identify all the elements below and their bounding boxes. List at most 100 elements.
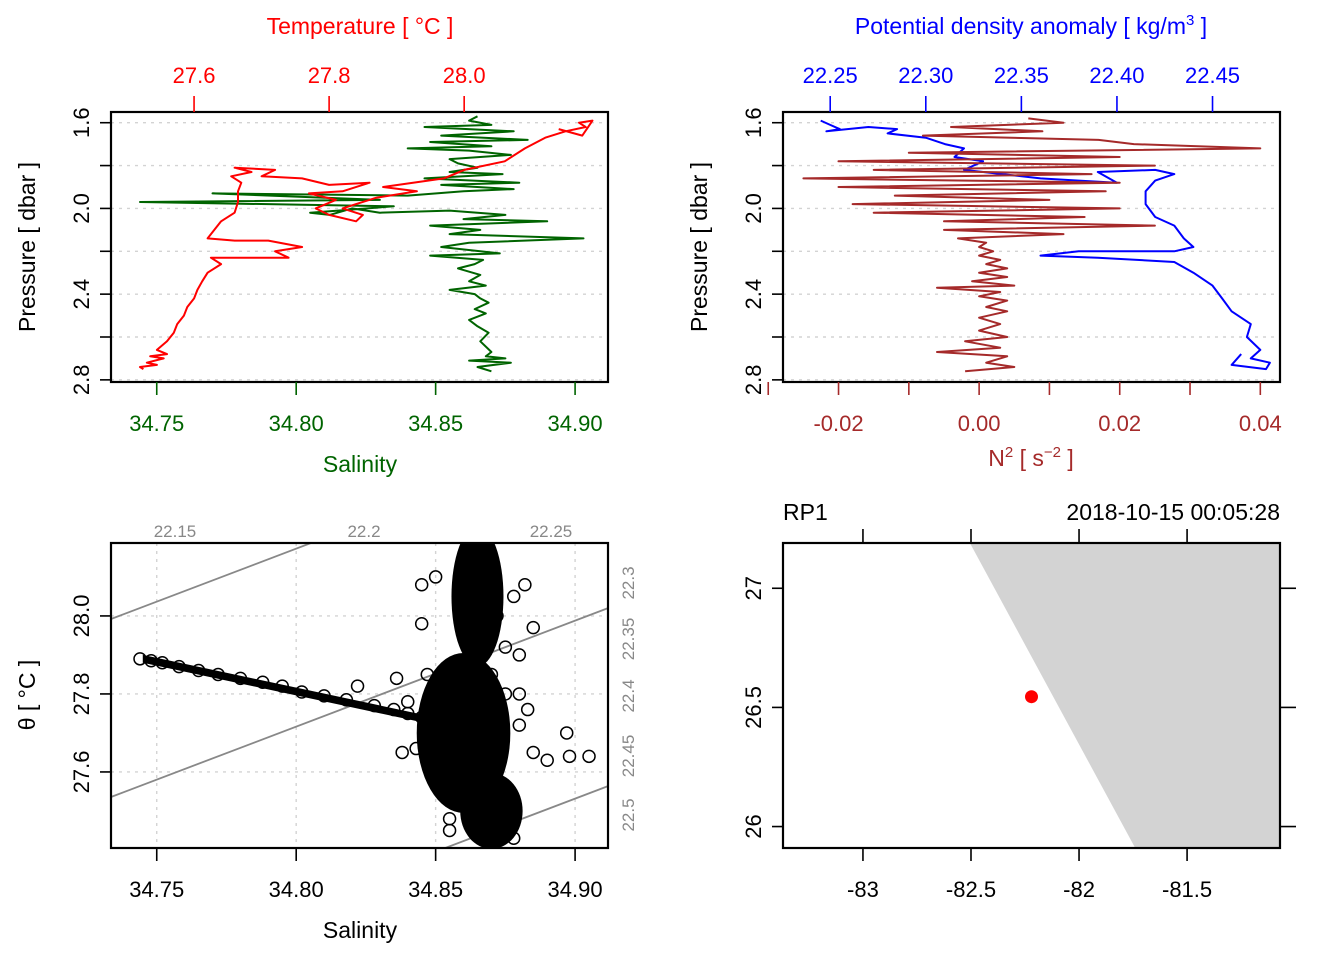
bottom-axis-tick-label: 0.00 (958, 411, 1001, 436)
profile-lines (139, 115, 594, 373)
isopycnal-line (111, 543, 314, 620)
station-marker-layer (1025, 690, 1038, 704)
left-axis-tick-label: 2.0 (741, 193, 766, 224)
land-polygon (969, 543, 1280, 848)
bottom-axis-tick-label: 34.90 (548, 877, 603, 902)
top-axis-tick-label: 22.30 (898, 63, 953, 88)
ts-data-point (172, 659, 186, 674)
ts-data-point (526, 620, 541, 635)
top-axis-tick-label: 27.6 (173, 63, 216, 88)
ts-data-point (414, 710, 429, 725)
ts-diagram-panel: 27.627.828.034.75 34.80 34.85 34.90 22.15 22… (14, 252, 638, 943)
plot-frame (109, 110, 610, 384)
ts-data-point (540, 753, 554, 767)
plot-frame (109, 541, 610, 850)
left-axis-tick-label: 26.5 (741, 686, 766, 729)
bottom-axis-tick-label: 0.02 (1098, 411, 1141, 436)
temperature-series-line (139, 119, 594, 370)
grid-lines (783, 122, 1280, 381)
ts-data-point (490, 823, 504, 838)
density-n2-profile-panel: 1.6 2.0 2.4 2.8 -0.02 0.00 0.02 0.04 22.25 22.30 2… (686, 12, 1282, 471)
ts-scatter-points (133, 543, 596, 848)
ts-data-point (428, 765, 443, 779)
ts-data-point (520, 702, 535, 717)
ts-data-point (462, 784, 476, 799)
ts-data-point (518, 577, 532, 592)
isopycnal-lines (111, 252, 608, 848)
axes: 1.6 2.0 2.4 2.8 -0.02 0.00 0.02 0.04 22.25 22.30 2… (741, 63, 1282, 436)
ts-data-point (506, 831, 521, 845)
plot-frame (781, 110, 1282, 384)
isopycnal-top-label: 22.25 (530, 522, 573, 541)
ts-data-point (479, 804, 493, 818)
ts-data-point (295, 685, 309, 699)
ts-data-point (420, 667, 435, 682)
ts-data-point (506, 589, 521, 604)
grid-lines (111, 543, 608, 848)
ts-data-point (414, 616, 429, 631)
bottom-axis-tick-label: -81.5 (1162, 877, 1212, 902)
bottom-axis-tick-label: 0.04 (1239, 411, 1282, 436)
left-axis-tick-label: 27.6 (69, 751, 94, 794)
left-axis-tick-label: 27.8 (69, 673, 94, 716)
isopycnal-right-label: 22.5 (619, 798, 638, 831)
left-axis-tick-label: 2.4 (69, 279, 94, 310)
left-axis-tick-label: 1.6 (69, 107, 94, 138)
isopycnal-right-label: 22.3 (619, 566, 638, 599)
top-axis-tick-label: 22.35 (994, 63, 1049, 88)
top-axis-title: Potential density anomaly [ kg/m3 ] (855, 12, 1207, 39)
top-axis-tick-label: 22.40 (1089, 63, 1144, 88)
ts-data-point (350, 679, 365, 693)
bottom-axis-tick-label: 34.75 (129, 877, 184, 902)
ts-data-point (191, 663, 206, 678)
ts-data-point (526, 745, 541, 760)
ts-data-point (395, 745, 409, 760)
isopycnal-line (111, 252, 608, 441)
ts-data-point (451, 679, 465, 693)
bottom-axis-tick-label: -82.5 (946, 877, 996, 902)
left-axis-title: θ [ °C ] (14, 660, 40, 731)
left-axis-tick-label: 2.8 (741, 365, 766, 396)
left-axis-tick-label: 2.8 (69, 365, 94, 396)
bottom-axis-tick-label: 34.80 (269, 411, 324, 436)
ts-data-point (470, 550, 485, 565)
ts-data-point (275, 679, 289, 693)
ts-data-point (400, 694, 415, 709)
ts-data-point (339, 693, 354, 707)
ts-data-point (462, 663, 476, 678)
isopycnal-top-label: 22.15 (154, 522, 197, 541)
salinity-series-line (139, 115, 585, 373)
left-axis-tick-label: 2.0 (69, 193, 94, 224)
ts-data-point (498, 640, 513, 654)
ts-data-point (442, 718, 457, 732)
isopycnal-top-label: 22.2 (347, 522, 380, 541)
station-name: RP1 (783, 499, 828, 525)
potential-density-anomaly-series-line (820, 119, 1271, 371)
n2-series-line (802, 117, 1262, 373)
left-axis-tick-label: 28.0 (69, 595, 94, 638)
bottom-axis-tick-label: 34.90 (548, 411, 603, 436)
left-axis-tick-label: 1.6 (741, 107, 766, 138)
bottom-axis-tick-label: 34.75 (129, 411, 184, 436)
dense-point-cluster (451, 543, 504, 667)
isopycnal-line (442, 785, 608, 848)
isopycnal-right-label: 22.35 (619, 618, 638, 661)
left-axis-title: Pressure [ dbar ] (14, 162, 40, 332)
left-axis-tick-label: 26 (741, 814, 766, 838)
ts-data-point (317, 689, 331, 703)
ts-data-point (389, 671, 404, 686)
salinity-temperature-profile-panel: 1.6 2.0 2.4 2.8 34.75 34.80 34.85 34.90 27.6 27.8… (14, 13, 610, 477)
ts-data-point (562, 749, 577, 764)
isopycnal-right-label: 22.4 (619, 679, 638, 712)
grid-lines (111, 122, 608, 381)
bottom-axis-title: N2 [ s−2 ] (988, 444, 1074, 471)
ts-data-point (423, 737, 437, 752)
ts-data-point (512, 687, 527, 701)
ts-data-point (484, 667, 499, 682)
ts-data-point (470, 694, 485, 709)
ts-data-point (456, 706, 471, 721)
ts-data-point (255, 675, 270, 689)
ts-data-point (582, 749, 596, 764)
ts-data-point (387, 702, 401, 717)
